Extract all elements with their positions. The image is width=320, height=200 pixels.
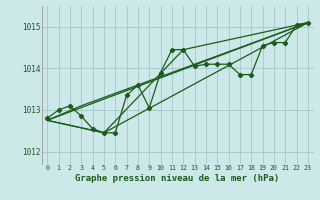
X-axis label: Graphe pression niveau de la mer (hPa): Graphe pression niveau de la mer (hPa) — [76, 174, 280, 183]
